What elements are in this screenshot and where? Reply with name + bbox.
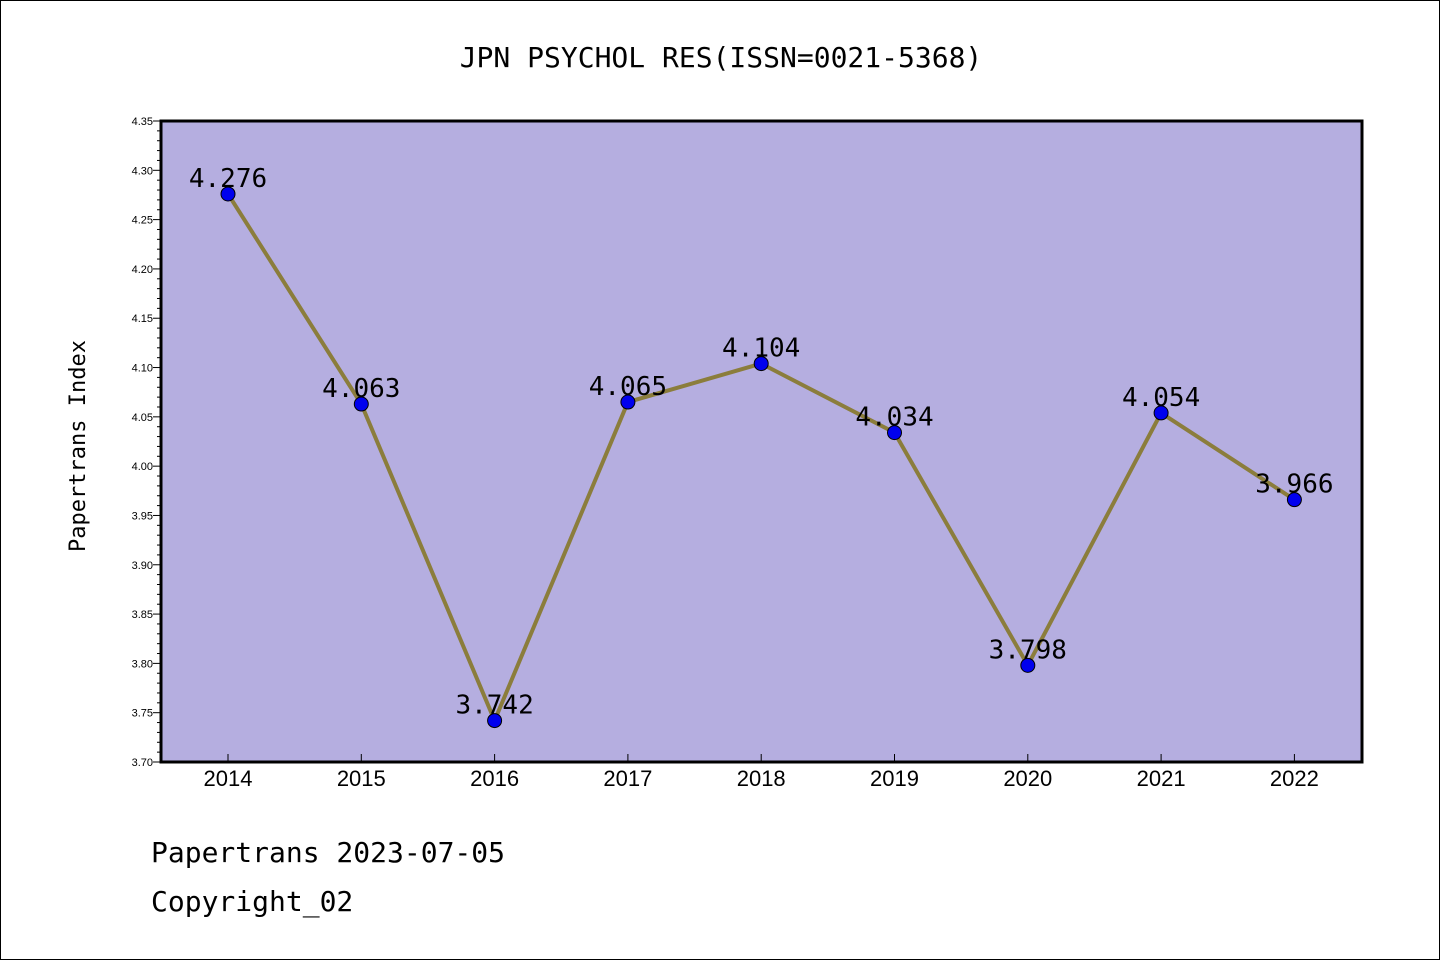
y-tick-label: 4.10	[132, 363, 153, 375]
y-tick-label: 3.95	[132, 510, 153, 522]
x-tick-label: 2018	[737, 766, 786, 791]
series-markers	[220, 186, 1302, 729]
x-tick-label: 2020	[1003, 766, 1052, 791]
x-tick-label: 2015	[337, 766, 386, 791]
data-label: 4.104	[722, 334, 800, 364]
data-point	[487, 713, 503, 729]
plot-area	[159, 119, 1364, 764]
data-label: 4.276	[189, 164, 267, 194]
data-label: 4.054	[1122, 383, 1200, 413]
x-tick-label: 2016	[470, 766, 519, 791]
y-tick-label: 3.85	[132, 609, 153, 621]
x-tick-label: 2022	[1270, 766, 1319, 791]
y-axis-ticks: 3.70 3.75 3.80 3.85 3.90 3.95 4.00 4.05 4.10 4.15…	[132, 116, 153, 769]
data-label: 4.065	[589, 372, 667, 402]
y-tick-label: 4.05	[132, 412, 153, 424]
y-tick-label: 3.75	[132, 708, 153, 720]
data-point	[1020, 657, 1036, 673]
y-tick-label: 4.00	[132, 461, 153, 473]
y-tick-label: 4.30	[132, 165, 153, 177]
data-point	[620, 394, 636, 410]
data-label: 4.063	[322, 374, 400, 404]
x-tick-label: 2021	[1137, 766, 1186, 791]
data-label: 3.742	[455, 691, 533, 721]
y-tick-label: 4.35	[132, 116, 153, 128]
x-tick-label: 2019	[870, 766, 919, 791]
y-tick-label: 3.90	[132, 560, 153, 572]
data-point	[220, 186, 236, 202]
footer-copyright: Copyright_02	[151, 885, 354, 918]
y-tick-label: 4.20	[132, 264, 153, 276]
data-point	[1286, 492, 1302, 508]
data-point	[887, 425, 902, 441]
data-labels: 4.276 4.063 3.742 4.065 4.104 4.034 3.798 4.054…	[189, 164, 1334, 721]
x-tick-label: 2017	[603, 766, 652, 791]
y-tick-label: 3.80	[132, 658, 153, 670]
y-tick-label: 4.15	[132, 313, 153, 325]
footer-date: Papertrans 2023-07-05	[151, 836, 506, 869]
data-label: 3.966	[1255, 470, 1333, 500]
x-tick-label: 2014	[204, 766, 253, 791]
data-label: 4.034	[855, 403, 933, 433]
y-axis-label: Papertrans Index	[66, 340, 91, 552]
x-axis-ticks: 2014 2015 2016 2017 2018 2019 2020 2021 2022	[204, 754, 1319, 791]
chart-title: JPN PSYCHOL RES(ISSN=0021-5368)	[460, 41, 983, 74]
data-point	[1153, 405, 1169, 421]
y-minor-ticks	[153, 120, 161, 763]
data-label: 3.798	[989, 635, 1067, 665]
data-point	[753, 356, 769, 372]
y-tick-label: 4.25	[132, 215, 153, 227]
data-point	[353, 396, 369, 412]
y-tick-label: 3.70	[132, 757, 153, 769]
